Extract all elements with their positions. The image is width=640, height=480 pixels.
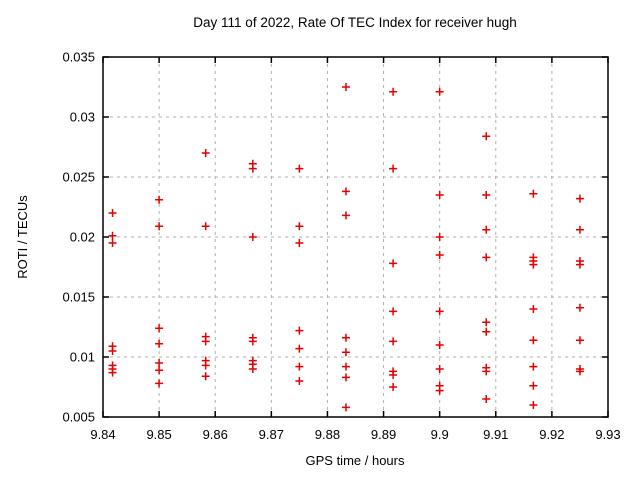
data-point-marker <box>201 222 210 231</box>
data-point-marker <box>482 225 491 234</box>
data-point-marker <box>482 253 491 262</box>
data-point-marker <box>155 359 164 367</box>
data-point-marker <box>341 362 350 371</box>
data-point-marker <box>248 164 257 173</box>
data-point-marker <box>108 347 117 355</box>
data-point-marker <box>482 132 491 141</box>
data-point-marker <box>155 324 164 333</box>
chart-title: Day 111 of 2022, Rate Of TEC Index for r… <box>193 15 516 30</box>
data-point-marker <box>341 333 350 342</box>
y-tick-label: 0.01 <box>70 350 95 365</box>
x-tick-label: 9.88 <box>315 427 340 442</box>
data-point-marker <box>341 373 350 382</box>
data-point-marker <box>295 326 304 335</box>
data-point-marker <box>108 368 117 377</box>
data-point-marker <box>295 362 304 371</box>
data-point-marker <box>529 260 538 269</box>
gridlines <box>103 57 608 417</box>
data-point-marker <box>482 318 491 327</box>
data-point-marker <box>341 83 350 91</box>
data-point-marker <box>295 377 304 385</box>
data-point-marker <box>435 191 444 199</box>
data-point-marker <box>529 362 538 371</box>
y-tick-label: 0.015 <box>62 290 95 305</box>
data-point-marker <box>529 401 538 409</box>
y-axis-label: ROTI / TECUs <box>15 195 30 279</box>
data-point-marker <box>155 339 164 348</box>
data-point-marker <box>341 187 350 196</box>
x-tick-label: 9.86 <box>203 427 228 442</box>
data-point-marker <box>295 344 304 353</box>
data-point-marker <box>248 365 257 373</box>
data-point-marker <box>435 365 444 373</box>
data-point-marker <box>482 367 491 376</box>
data-point-marker <box>295 164 304 173</box>
data-point-marker <box>295 222 304 231</box>
data-point-marker <box>529 381 538 390</box>
data-point-marker <box>108 231 117 240</box>
data-point-marker <box>575 194 584 203</box>
data-point-marker <box>389 259 398 268</box>
data-point-marker <box>529 336 538 345</box>
data-point-marker <box>435 341 444 349</box>
y-tick-label: 0.025 <box>62 170 95 185</box>
data-point-marker <box>155 379 164 388</box>
data-point-marker <box>389 337 398 346</box>
tick-labels: 9.84 9.85 9.86 9.87 9.88 9.89 9.9 9.91 9.92 9.93 0… <box>62 50 620 443</box>
data-point-marker <box>575 260 584 269</box>
plot-border-and-ticks <box>102 56 609 418</box>
x-axis-label: GPS time / hours <box>306 453 405 468</box>
x-tick-label: 9.91 <box>483 427 508 442</box>
data-point-marker <box>341 403 350 412</box>
data-point-marker <box>341 348 350 357</box>
data-point-marker <box>482 395 491 403</box>
data-point-marker <box>108 239 117 247</box>
data-point-marker <box>482 191 491 199</box>
data-point-marker <box>155 195 164 204</box>
data-point-marker <box>389 383 398 391</box>
x-tick-label: 9.87 <box>259 427 284 442</box>
data-point-marker <box>389 307 398 316</box>
y-tick-label: 0.03 <box>70 110 95 125</box>
data-point-marker <box>201 337 210 346</box>
data-point-marker <box>201 149 210 157</box>
data-point-marker <box>248 337 257 346</box>
data-point-marker <box>435 233 444 241</box>
data-point-marker <box>389 87 398 96</box>
data-point-marker <box>435 87 444 96</box>
y-tick-label: 0.02 <box>70 230 95 245</box>
data-point-marker <box>575 367 584 376</box>
data-point-marker <box>435 386 444 395</box>
data-point-marker <box>155 222 164 231</box>
data-point-marker <box>575 336 584 345</box>
x-tick-label: 9.9 <box>431 427 449 442</box>
data-point-marker <box>435 307 444 316</box>
data-point-marker <box>108 209 117 217</box>
data-point-marker <box>295 239 304 247</box>
x-tick-label: 9.85 <box>146 427 171 442</box>
data-point-marker <box>482 327 491 336</box>
data-point-marker <box>201 361 210 370</box>
data-point-marker <box>575 303 584 312</box>
data-point-marker <box>389 164 398 173</box>
y-tick-label: 0.035 <box>62 50 95 65</box>
data-point-marker <box>575 225 584 234</box>
data-point-marker <box>529 305 538 313</box>
data-point-marker <box>435 251 444 259</box>
data-point-marker <box>248 233 257 241</box>
x-tick-label: 9.89 <box>371 427 396 442</box>
x-tick-label: 9.93 <box>595 427 620 442</box>
data-point-marker <box>389 371 398 379</box>
x-tick-label: 9.92 <box>539 427 564 442</box>
data-point-marker <box>201 372 210 381</box>
y-tick-label: 0.005 <box>62 410 95 425</box>
data-point-marker <box>155 366 164 375</box>
x-tick-label: 9.84 <box>90 427 115 442</box>
data-points <box>108 83 584 412</box>
data-point-marker <box>529 189 538 198</box>
data-point-marker <box>341 211 350 220</box>
